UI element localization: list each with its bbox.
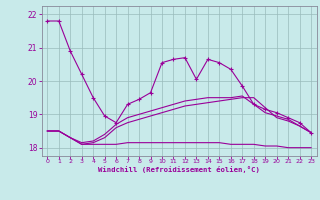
- X-axis label: Windchill (Refroidissement éolien,°C): Windchill (Refroidissement éolien,°C): [98, 166, 260, 173]
